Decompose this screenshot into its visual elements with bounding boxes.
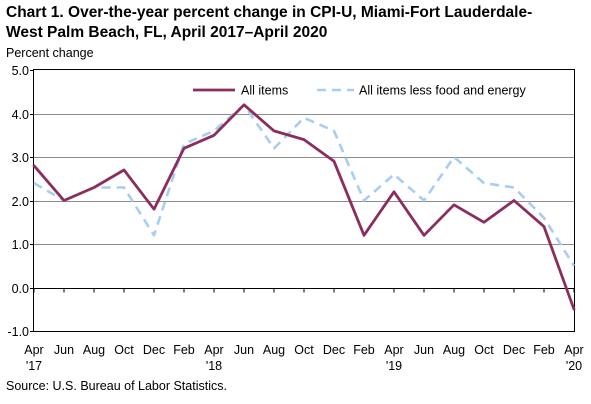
x-tick-label: Aug xyxy=(263,343,285,357)
x-tick-label: Jun xyxy=(234,343,254,357)
legend-label: All items xyxy=(241,84,288,98)
x-tick-year-label: '20 xyxy=(566,359,582,373)
x-tick-label: Feb xyxy=(533,343,555,357)
x-tick-label: Feb xyxy=(353,343,375,357)
series-line-all-items xyxy=(32,103,576,311)
series-lines xyxy=(32,103,576,311)
x-tick-label: Feb xyxy=(173,343,195,357)
x-tick-label: Dec xyxy=(503,343,525,357)
y-tick-label: 5.0 xyxy=(12,64,29,78)
series-line-core xyxy=(33,103,576,267)
source-note: Source: U.S. Bureau of Labor Statistics. xyxy=(6,379,227,393)
y-tick-label: 2.0 xyxy=(12,195,29,209)
chart-title: Chart 1. Over-the-year percent change in… xyxy=(6,3,586,43)
y-axis-label: Percent change xyxy=(6,46,94,60)
y-tick-label: 4.0 xyxy=(12,108,29,122)
plot-area-frame xyxy=(33,69,575,332)
x-tick-label: Dec xyxy=(143,343,165,357)
x-tick-label: Jun xyxy=(414,343,434,357)
x-tick-label: Aug xyxy=(443,343,465,357)
x-tick-label: Oct xyxy=(294,343,314,357)
legend-label: All items less food and energy xyxy=(359,84,527,98)
y-tick-label: 0.0 xyxy=(12,282,29,296)
chart-title-line-1: Chart 1. Over-the-year percent change in… xyxy=(6,4,533,21)
x-tick-year-label: '18 xyxy=(206,359,222,373)
x-tick-label: Oct xyxy=(474,343,494,357)
x-tick-label: Apr xyxy=(204,343,223,357)
x-tick-year-label: '17 xyxy=(26,359,42,373)
y-axis: -1.0 0.0 1.0 2.0 3.0 4.0 5.0 xyxy=(7,64,34,339)
y-tick-label: -1.0 xyxy=(7,325,29,339)
x-tick-label: Aug xyxy=(83,343,105,357)
x-tick-label: Apr xyxy=(24,343,43,357)
legend: All items All items less food and energy xyxy=(193,84,527,98)
x-axis: Apr '17 Jun Aug Oct Dec Feb Apr '18 Jun Aug Oct Dec F… xyxy=(24,288,584,373)
y-tick-label: 1.0 xyxy=(12,238,29,252)
x-tick-label: Jun xyxy=(54,343,74,357)
x-tick-label: Apr xyxy=(564,343,583,357)
y-tick-label: 3.0 xyxy=(12,151,29,165)
x-tick-year-label: '19 xyxy=(386,359,402,373)
x-tick-label: Apr xyxy=(384,343,403,357)
chart-title-line-2: West Palm Beach, FL, April 2017–April 20… xyxy=(6,24,328,41)
x-tick-label: Oct xyxy=(114,343,134,357)
x-tick-label: Dec xyxy=(323,343,345,357)
